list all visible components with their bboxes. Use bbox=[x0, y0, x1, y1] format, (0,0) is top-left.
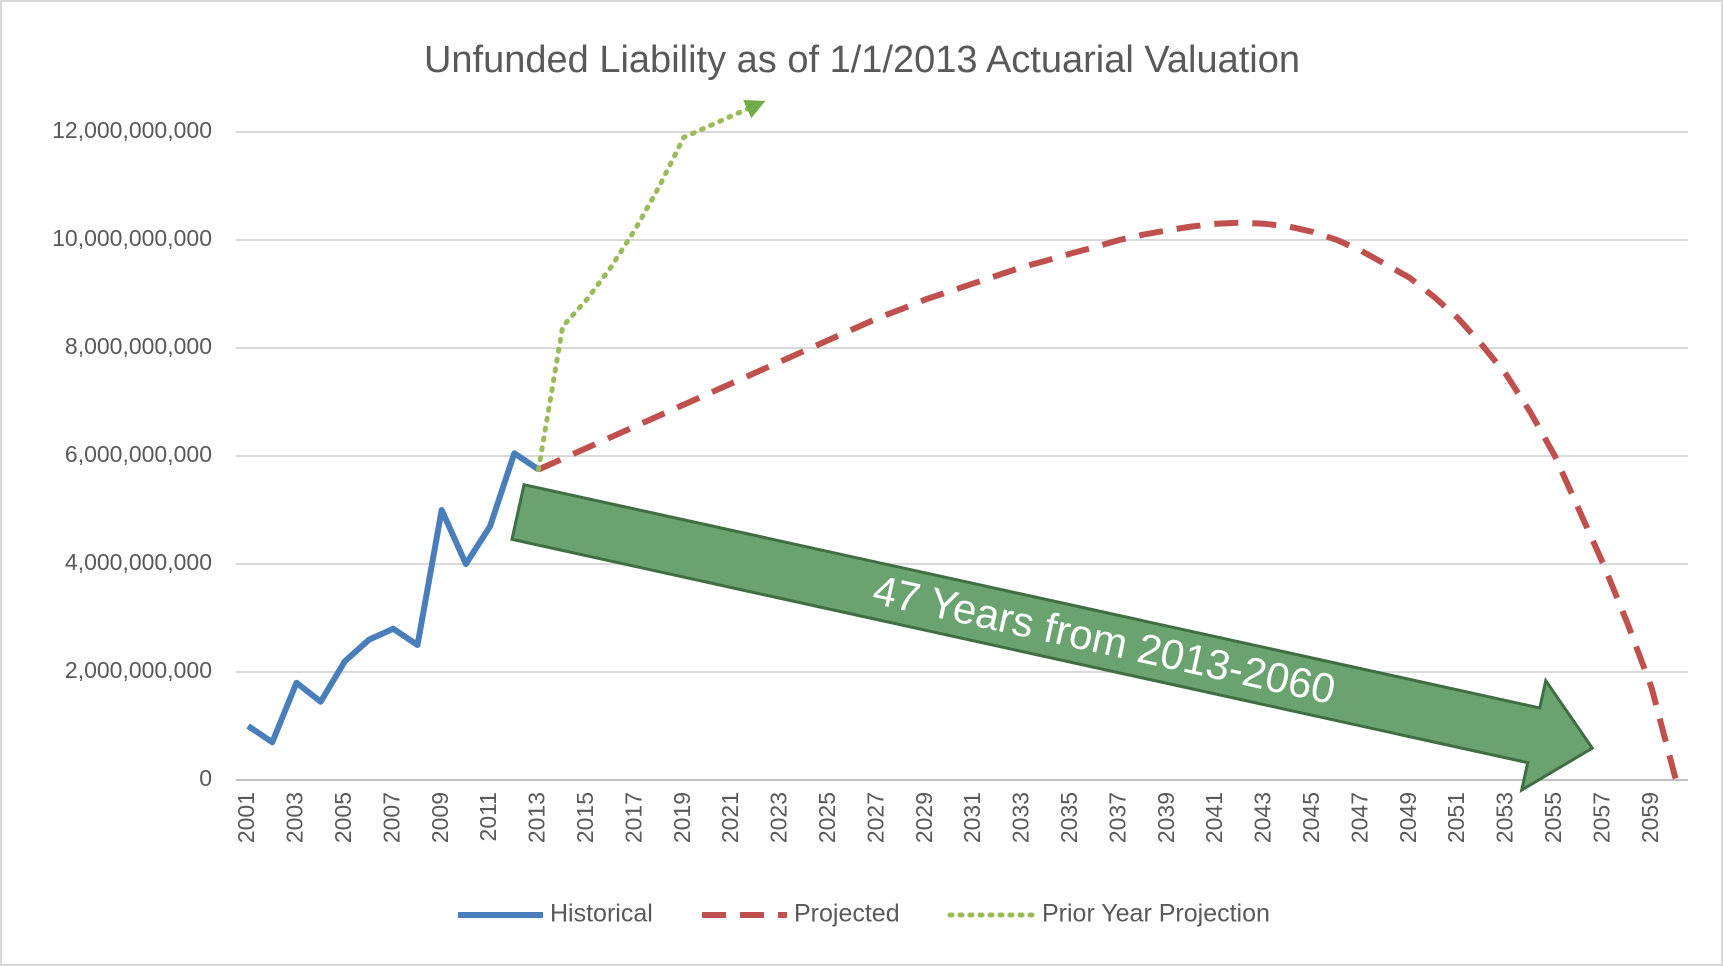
series-line bbox=[537, 219, 1679, 781]
x-tick-label: 2011 bbox=[475, 792, 501, 841]
x-tick-label: 2001 bbox=[233, 792, 259, 843]
arrow-shape bbox=[510, 482, 1595, 794]
chart-title: Unfunded Liability as of 1/1/2013 Actuar… bbox=[424, 39, 1300, 81]
x-tick-label: 2025 bbox=[814, 792, 840, 843]
series-line bbox=[246, 450, 541, 746]
x-tick-label: 2009 bbox=[427, 792, 453, 843]
x-tick-label: 2041 bbox=[1201, 792, 1227, 843]
y-tick-label: 8,000,000,000 bbox=[65, 333, 212, 359]
plot bbox=[246, 99, 1679, 781]
x-tick-label: 2007 bbox=[378, 792, 404, 843]
x-tick-label: 2055 bbox=[1540, 792, 1566, 843]
x-tick-label: 2039 bbox=[1153, 792, 1179, 843]
x-tick-label: 2019 bbox=[669, 792, 695, 843]
y-tick-label: 6,000,000,000 bbox=[65, 441, 212, 467]
x-tick-label: 2015 bbox=[572, 792, 598, 843]
y-tick-label: 0 bbox=[199, 765, 212, 791]
x-tick-label: 2047 bbox=[1346, 792, 1372, 843]
legend-label: Projected bbox=[794, 900, 900, 928]
series-line bbox=[536, 99, 766, 472]
x-tick-label: 2021 bbox=[717, 792, 743, 843]
y-tick-label: 2,000,000,000 bbox=[65, 657, 212, 683]
x-tick-label: 2031 bbox=[959, 792, 985, 843]
x-tick-label: 2023 bbox=[766, 792, 792, 843]
x-tick-label: 2045 bbox=[1298, 792, 1324, 843]
x-tick-label: 2043 bbox=[1250, 792, 1276, 843]
x-tick-label: 2013 bbox=[524, 792, 550, 843]
x-tick-label: 2027 bbox=[862, 792, 888, 843]
x-tick-label: 2053 bbox=[1492, 792, 1518, 843]
y-tick-label: 12,000,000,000 bbox=[52, 117, 212, 143]
y-tick-label: 10,000,000,000 bbox=[52, 225, 212, 251]
y-tick-label: 4,000,000,000 bbox=[65, 549, 212, 575]
grid: 0 2,000,000,000 4,000,000,000 6,000,000,000… bbox=[52, 117, 1688, 843]
x-tick-label: 2037 bbox=[1104, 792, 1130, 843]
x-tick-label: 2003 bbox=[282, 792, 308, 843]
legend-label: Historical bbox=[550, 900, 653, 928]
x-tick-label: 2051 bbox=[1443, 792, 1469, 843]
x-tick-label: 2059 bbox=[1637, 792, 1663, 843]
x-tick-label: 2033 bbox=[1008, 792, 1034, 843]
x-tick-label: 2057 bbox=[1588, 792, 1614, 843]
x-tick-label: 2017 bbox=[620, 792, 646, 843]
legend: Historical Projected Prior Year Projection bbox=[458, 900, 1270, 928]
x-tick-label: 2029 bbox=[911, 792, 937, 843]
x-tick-label: 2035 bbox=[1056, 792, 1082, 843]
x-tick-label: 2049 bbox=[1395, 792, 1421, 843]
legend-label: Prior Year Projection bbox=[1042, 900, 1270, 928]
x-tick-label: 2005 bbox=[330, 792, 356, 843]
